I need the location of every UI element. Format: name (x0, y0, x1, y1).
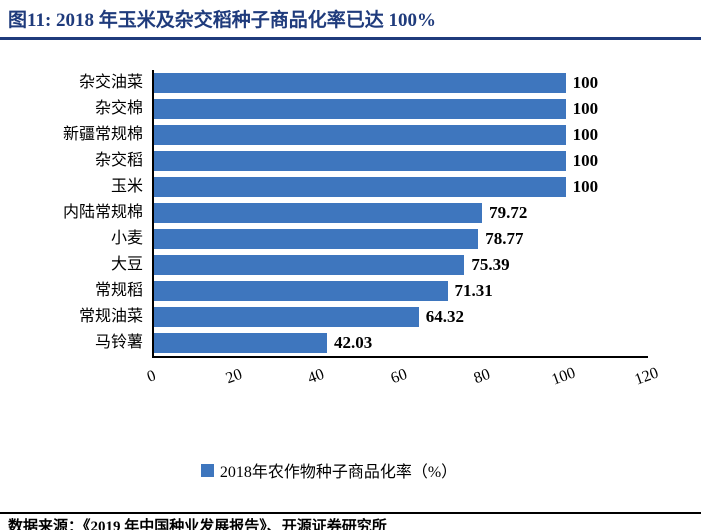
bar-track: 100 (152, 96, 648, 122)
category-label: 杂交棉 (94, 100, 143, 117)
bar-track: 79.72 (152, 200, 648, 226)
bar (154, 229, 479, 249)
category-label: 内陆常规棉 (62, 204, 143, 221)
bar-track: 100 (152, 148, 648, 174)
footer-divider (0, 512, 701, 514)
x-axis-ticks: 0 20 40 60 80 100 120 (145, 358, 661, 418)
category-label: 玉米 (110, 178, 143, 195)
category-label: 杂交油菜 (78, 74, 143, 91)
figure-title: 图11: 2018 年玉米及杂交稻种子商品化率已达 100% (8, 10, 437, 31)
value-label: 75.39 (471, 255, 510, 274)
plot-area: 杂交油菜 100 杂交棉 100 新疆常规棉 100 杂交稻 100 玉米 100 内陆常规棉 79.… (10, 70, 648, 356)
bar (154, 281, 448, 301)
value-label: 100 (572, 151, 599, 170)
bar (154, 333, 328, 353)
category-label: 常规稻 (94, 282, 143, 299)
value-label: 100 (572, 125, 599, 144)
bar (154, 125, 566, 145)
bar-track: 100 (152, 174, 648, 200)
value-label: 71.31 (454, 281, 493, 300)
bar-track: 42.03 (152, 330, 648, 356)
x-axis-line (152, 356, 648, 358)
title-divider (0, 37, 701, 40)
bar-track: 78.77 (152, 226, 648, 252)
category-label: 马铃薯 (94, 334, 143, 351)
value-label: 100 (572, 73, 599, 92)
value-label: 64.32 (425, 307, 465, 326)
x-tick-label: 40 (305, 365, 327, 388)
bar (154, 151, 566, 171)
bar-track: 100 (152, 122, 648, 148)
value-label: 42.03 (334, 333, 373, 352)
bar-track: 71.31 (152, 278, 648, 304)
bar (154, 99, 566, 119)
bar (154, 307, 419, 327)
bar (154, 73, 566, 93)
x-tick-label: 100 (549, 364, 579, 389)
bar (154, 177, 566, 197)
value-label: 79.72 (489, 203, 528, 222)
x-tick-label: 60 (388, 365, 410, 388)
value-label: 78.77 (485, 229, 524, 248)
legend-label: 2018年农作物种子商品化率（%） (219, 464, 458, 481)
value-label: 100 (572, 99, 599, 118)
x-tick-label: 0 (144, 367, 159, 386)
chart-legend: 2018年农作物种子商品化率（%） (10, 458, 648, 482)
x-tick-label: 20 (223, 365, 245, 388)
category-label: 大豆 (110, 256, 143, 273)
category-label: 小麦 (110, 230, 143, 247)
bar (154, 203, 483, 223)
category-label: 杂交稻 (94, 152, 143, 169)
bar (154, 255, 465, 275)
category-label: 常规油菜 (78, 308, 143, 325)
bar-track: 75.39 (152, 252, 648, 278)
category-label: 新疆常规棉 (62, 126, 143, 143)
x-tick-label: 80 (471, 365, 493, 388)
x-tick-label: 120 (632, 364, 661, 389)
legend-swatch-icon (200, 463, 214, 477)
bar-track: 100 (152, 70, 648, 96)
data-source: 数据来源：《2019 年中国种业发展报告》、开源证券研究所 (8, 519, 387, 530)
bar-chart: 杂交油菜 100 杂交棉 100 新疆常规棉 100 杂交稻 100 玉米 100 内陆常规棉 79.… (10, 70, 661, 482)
value-label: 100 (572, 177, 599, 196)
bar-track: 64.32 (152, 304, 648, 330)
